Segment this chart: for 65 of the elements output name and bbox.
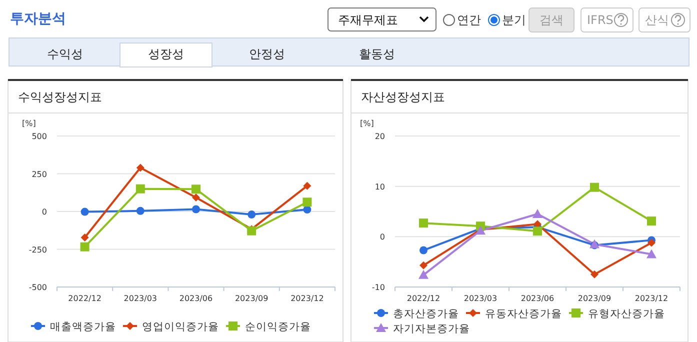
point — [647, 216, 656, 226]
point — [80, 242, 90, 252]
x-tick-label: 2022/12 — [406, 294, 440, 303]
legend-label: 매출액증가율 — [50, 321, 116, 333]
text: 안정성 — [249, 47, 285, 61]
legend-label: 유동자산증가율 — [485, 308, 562, 320]
x-tick-label: 2023/06 — [520, 294, 554, 303]
text: 산식 — [645, 13, 669, 27]
x-tick-label: 2023/12 — [634, 294, 668, 303]
point — [648, 238, 656, 247]
x-tick-label: 2023/09 — [234, 294, 268, 303]
y-tick-label: 500 — [32, 132, 47, 141]
point — [192, 205, 200, 214]
point — [80, 233, 89, 242]
x-tick-label: 2023/09 — [578, 294, 612, 303]
y-tick-label: 0 — [42, 208, 47, 216]
text: 투자분석 — [10, 11, 66, 27]
point — [136, 206, 144, 215]
point — [646, 249, 656, 258]
point — [303, 206, 312, 214]
chart-title: 자산성장성지표 — [361, 90, 445, 104]
point — [420, 246, 428, 254]
x-tick-label: 2023/06 — [179, 294, 213, 303]
chart-title: 수익성장성지표 — [18, 90, 102, 104]
text: 성장성 — [148, 47, 184, 61]
legend-label: 총자산증가율 — [393, 308, 459, 320]
point — [80, 208, 89, 216]
point — [533, 226, 542, 236]
point — [419, 218, 428, 228]
y-tick-label: -10 — [372, 283, 385, 292]
point — [532, 209, 542, 218]
point — [192, 193, 200, 202]
x-tick-label: 2023/03 — [124, 294, 158, 303]
legend-label: 순이익증가율 — [245, 321, 311, 333]
text: 수익성 — [47, 47, 83, 61]
y-tick-label: 10 — [374, 182, 385, 192]
point — [590, 270, 598, 278]
text: 활동성 — [359, 47, 395, 61]
y-tick-label: -250 — [28, 245, 47, 254]
point — [418, 270, 428, 279]
legend-label: 유형자산증가율 — [588, 308, 665, 320]
x-tick-label: 2022/12 — [68, 294, 102, 303]
y-axis-title: [%] — [360, 119, 374, 128]
text: 연간 — [457, 13, 481, 27]
text: 주재무제표 — [338, 13, 398, 27]
y-axis-title: [%] — [22, 119, 36, 128]
legend-label: 영업이익증가율 — [142, 321, 219, 333]
y-tick-label: 250 — [32, 170, 47, 179]
legend-label: 자기자본증가율 — [393, 323, 470, 335]
text: IFRS — [587, 13, 614, 27]
x-tick-label: 2023/12 — [290, 294, 324, 303]
point — [192, 184, 200, 194]
text: 분기 — [502, 13, 526, 27]
point — [420, 261, 428, 270]
y-tick-label: 0 — [380, 232, 385, 242]
point — [302, 198, 312, 207]
point — [248, 210, 256, 219]
y-tick-label: 20 — [374, 132, 385, 141]
point — [136, 164, 144, 172]
point — [590, 182, 599, 192]
x-tick-label: 2023/03 — [464, 294, 498, 303]
point — [303, 182, 312, 190]
point — [136, 184, 145, 194]
y-tick-label: -500 — [28, 283, 47, 292]
text: 검색 — [540, 13, 564, 27]
